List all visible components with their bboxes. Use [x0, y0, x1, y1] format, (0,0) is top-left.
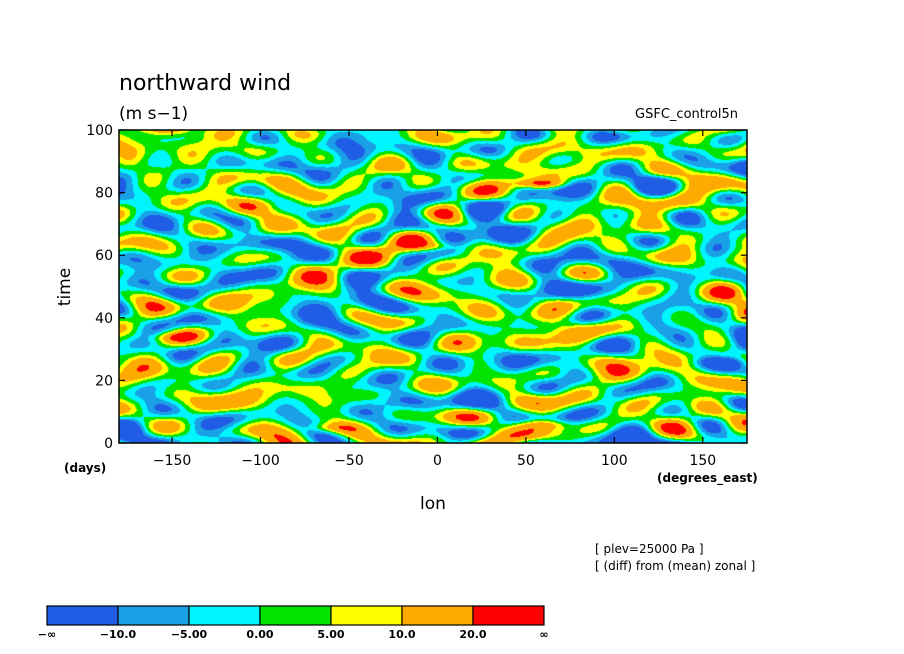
y-tick-label: 100	[86, 123, 113, 139]
colorbar-label: 10.0	[388, 628, 415, 641]
colorbar-swatch	[259, 605, 332, 626]
colorbar-swatch	[401, 605, 474, 626]
chart-units: (m s−1)	[119, 104, 188, 124]
colorbar-swatch	[188, 605, 261, 626]
colorbar-swatch	[330, 605, 403, 626]
colorbar-label: 0.00	[246, 628, 273, 641]
y-axis-unit: (days)	[64, 461, 106, 475]
colorbar-label: −∞	[38, 628, 56, 641]
y-axis: 0 20 40 60 80 100	[86, 123, 747, 452]
colorbar-swatch	[472, 605, 545, 626]
colorbar-swatch	[117, 605, 190, 626]
colorbar-swatch	[46, 605, 119, 626]
chart-title: northward wind	[119, 71, 291, 96]
x-axis-unit: (degrees_east)	[657, 471, 758, 486]
x-tick-label: 0	[433, 453, 442, 469]
x-tick-label: −100	[241, 453, 279, 469]
x-tick-label: 100	[601, 453, 628, 469]
note-diff: [ (diff) from (mean) zonal ]	[595, 559, 755, 573]
y-tick-label: 0	[104, 436, 113, 452]
colorbar-label: ∞	[539, 628, 548, 641]
x-tick-label: −50	[334, 453, 364, 469]
heatmap-field	[119, 130, 747, 443]
plot-area	[118, 129, 748, 444]
y-tick-label: 60	[95, 248, 113, 264]
x-tick-label: 150	[689, 453, 716, 469]
run-label: GSFC_control5n	[635, 107, 738, 122]
plot-frame	[118, 129, 748, 444]
x-tick-label: −150	[153, 453, 191, 469]
y-axis-label: time	[55, 268, 75, 306]
x-axis: −150 −100 −50 0 50 100 150	[153, 130, 716, 469]
y-tick-label: 20	[95, 373, 113, 389]
y-tick-label: 40	[95, 311, 113, 327]
colorbar-label: 5.00	[317, 628, 344, 641]
colorbar: −∞ −10.0 −5.00 0.00 5.00 10.0 20.0 ∞	[38, 605, 549, 641]
colorbar-label: 20.0	[459, 628, 486, 641]
x-axis-label: lon	[420, 494, 446, 514]
colorbar-label: −10.0	[100, 628, 137, 641]
x-tick-label: 50	[517, 453, 535, 469]
note-plev: [ plev=25000 Pa ]	[595, 542, 704, 556]
colorbar-label: −5.00	[171, 628, 208, 641]
y-tick-label: 80	[95, 186, 113, 202]
